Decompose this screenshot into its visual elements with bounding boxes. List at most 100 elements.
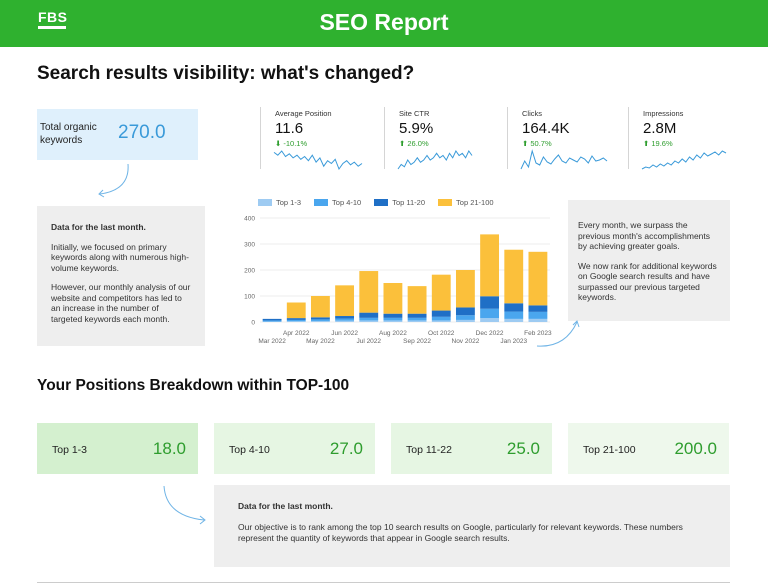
metric-average-position: Average Position 11.6 ⬇ -10.1% <box>260 107 380 171</box>
x-tick-label: Apr 2022 <box>283 330 310 337</box>
chart-legend: Top 1-3 Top 4-10 Top 11-20 Top 21-100 <box>258 198 494 207</box>
legend-swatch <box>314 199 329 206</box>
bar-segment <box>504 318 524 322</box>
position-value: 200.0 <box>674 439 717 458</box>
legend-swatch <box>374 199 389 206</box>
position-value: 27.0 <box>329 439 363 458</box>
sparkline <box>520 149 608 170</box>
y-tick-label: 400 <box>244 216 255 223</box>
x-tick-label: May 2022 <box>306 338 335 345</box>
metric-label: Average Position <box>275 109 332 118</box>
metric-impressions: Impressions 2.8M ⬆ 19.6% <box>628 107 738 170</box>
bar-segment <box>455 270 475 308</box>
bar-segment <box>431 274 451 311</box>
bar-segment <box>359 312 379 318</box>
legend-label: Top 11-20 <box>392 198 426 207</box>
x-tick-label: Sep 2022 <box>403 338 431 345</box>
bar-segment <box>455 307 475 316</box>
legend-item: Top 1-3 <box>258 198 301 207</box>
sparkline-path <box>520 149 608 170</box>
bar-segment <box>359 320 379 322</box>
bar-segment <box>407 286 427 314</box>
note-paragraph: Every month, we surpass the previous mon… <box>578 220 711 251</box>
note-heading: Data for the last month. <box>238 501 333 511</box>
report-header: FBS SEO Report <box>0 0 768 47</box>
bar-segment <box>504 311 524 319</box>
bar-segment <box>359 317 379 321</box>
note-paragraph: However, our monthly analysis of our web… <box>51 282 191 324</box>
y-tick-label: 200 <box>244 268 255 275</box>
legend-swatch <box>438 199 453 206</box>
note-paragraph: Initially, we focused on primary keyword… <box>51 241 189 273</box>
bar-segment <box>504 303 524 312</box>
bar-segment <box>383 313 403 318</box>
position-card-top-11-22: Top 11-22 25.0 <box>391 423 552 474</box>
section-title-visibility: Search results visibility: what's change… <box>37 63 415 84</box>
metric-delta: ⬆ 26.0% <box>399 139 429 148</box>
sparkline-path <box>273 150 363 171</box>
note-paragraph: We now rank for additional keywords on G… <box>578 260 717 303</box>
x-tick-label: Dec 2022 <box>476 330 504 337</box>
legend-label: Top 4-10 <box>332 198 362 207</box>
metric-delta: ⬆ 50.7% <box>522 139 552 148</box>
note-bottom: Data for the last month. Our objective i… <box>214 485 730 567</box>
metric-value: 5.9% <box>399 120 434 137</box>
bar-segment <box>286 319 306 322</box>
bar-segment <box>431 316 451 321</box>
bar-segment <box>407 320 427 322</box>
bar-segment <box>262 320 282 322</box>
logo-underline <box>38 26 66 29</box>
y-tick-label: 100 <box>244 294 255 301</box>
bar-segment <box>286 318 306 320</box>
metric-label: Site CTR <box>399 109 430 118</box>
position-label: Top 1-3 <box>52 444 88 456</box>
position-card-top-4-10: Top 4-10 27.0 <box>214 423 375 474</box>
note-paragraph: Our objective is to rank among the top 1… <box>238 522 683 543</box>
total-keywords-label: Total organic keywords <box>40 122 97 146</box>
bar-segment <box>383 317 403 321</box>
metric-value: 11.6 <box>275 120 304 137</box>
position-card-top-21-100: Top 21-100 200.0 <box>568 423 729 474</box>
metric-label: Clicks <box>522 109 542 118</box>
position-label: Top 21-100 <box>583 444 636 456</box>
metric-site-ctr: Site CTR 5.9% ⬆ 26.0% <box>384 107 504 170</box>
bar-segment <box>528 311 548 319</box>
bar-segment <box>335 285 355 317</box>
total-keywords-card: Total organic keywords 270.0 <box>37 109 198 160</box>
bar-segment <box>480 234 500 297</box>
report-title: SEO Report <box>319 9 449 35</box>
note-right: Every month, we surpass the previous mon… <box>568 200 730 321</box>
bar-segment <box>431 320 451 322</box>
x-tick-label: Jul 2022 <box>356 338 381 345</box>
fbs-logo: FBS <box>38 9 68 25</box>
legend-item: Top 21-100 <box>438 198 494 207</box>
total-keywords-value: 270.0 <box>118 122 166 143</box>
x-tick-label: Oct 2022 <box>428 330 455 337</box>
section-title-positions: Your Positions Breakdown within TOP-100 <box>37 377 350 394</box>
note-heading: Data for the last month. <box>51 222 146 232</box>
bar-segment <box>335 320 355 322</box>
bar-segment <box>407 317 427 321</box>
position-card-top-1-3: Top 1-3 18.0 <box>37 423 198 474</box>
bar-segment <box>480 296 500 309</box>
bar-segment <box>310 320 330 322</box>
bar-segment <box>310 317 330 320</box>
curved-arrow-icon <box>163 485 206 525</box>
bar-segment <box>335 316 355 319</box>
curved-arrow-icon <box>98 163 129 198</box>
bar-segment <box>383 283 403 314</box>
bar-segment <box>504 249 524 304</box>
bar-segment <box>480 308 500 319</box>
bar-segment <box>359 271 379 313</box>
bar-segment <box>407 313 427 318</box>
sparkline <box>641 150 727 170</box>
bar-segment <box>310 319 330 321</box>
bar-segment <box>383 320 403 322</box>
sparkline <box>273 150 363 171</box>
legend-item: Top 11-20 <box>374 198 425 207</box>
bar-segment <box>480 318 500 322</box>
metric-delta: ⬇ -10.1% <box>275 139 308 148</box>
metric-label: Impressions <box>643 109 684 118</box>
position-label: Top 4-10 <box>229 444 270 456</box>
